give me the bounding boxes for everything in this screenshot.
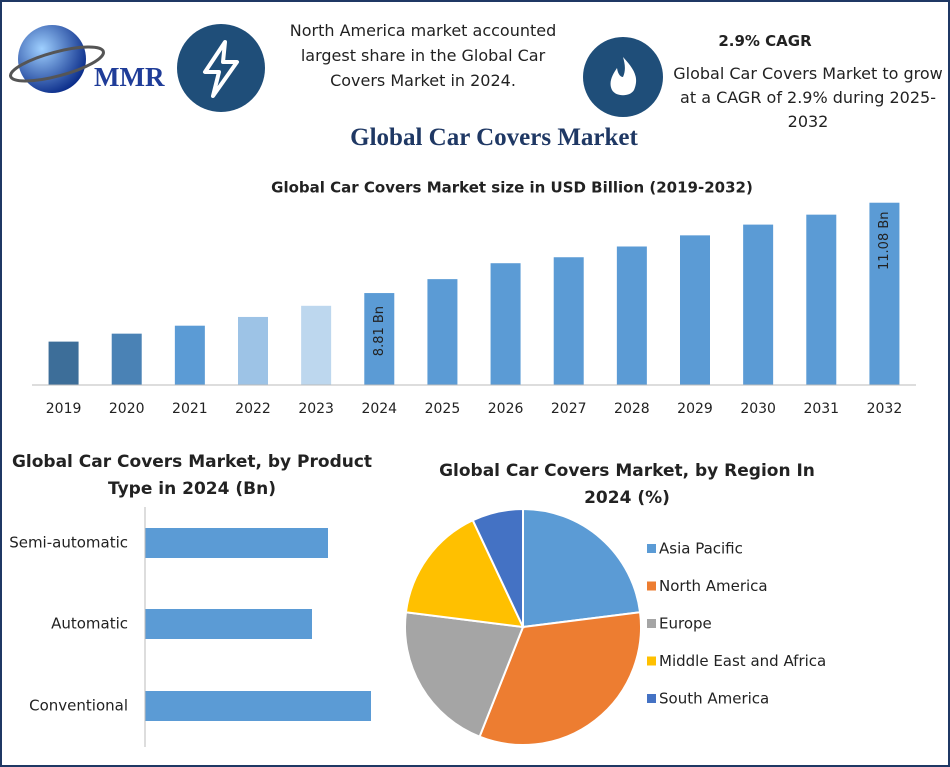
legend-swatch xyxy=(647,619,656,628)
bar xyxy=(48,341,79,385)
y-tick-label: Conventional xyxy=(29,697,128,715)
x-tick-label: 2027 xyxy=(551,401,587,417)
legend-label: Asia Pacific xyxy=(659,540,743,558)
legend-swatch xyxy=(647,656,656,666)
x-tick-label: 2026 xyxy=(488,401,524,417)
x-tick-label: 2028 xyxy=(614,401,650,417)
bar xyxy=(238,316,268,385)
value-label: 11.08 Bn xyxy=(877,211,892,270)
y-tick-label: Semi-automatic xyxy=(9,534,128,552)
x-tick-label: 2023 xyxy=(298,401,334,417)
bar xyxy=(869,202,900,385)
bar xyxy=(553,257,584,385)
legend-swatch xyxy=(647,581,656,591)
pie-slice xyxy=(478,611,642,746)
legend-label: South America xyxy=(659,690,769,708)
icon-circle xyxy=(177,24,265,112)
x-tick-label: 2030 xyxy=(740,401,776,417)
bar xyxy=(364,293,395,385)
pie-slice xyxy=(471,507,524,628)
bar xyxy=(616,246,647,385)
legend-label: Middle East and Africa xyxy=(659,652,826,670)
legend-label: North America xyxy=(659,577,768,595)
note: North America market accounted largest s… xyxy=(289,21,557,90)
cagr-text: Global Car Covers Market to grow at a CA… xyxy=(673,64,943,131)
x-tick-label: 2020 xyxy=(109,401,145,417)
x-tick-label: 2025 xyxy=(425,401,461,417)
pie-slice xyxy=(404,518,525,629)
value-label: 8.81 Bn xyxy=(372,306,387,356)
flame-icon xyxy=(610,57,637,96)
bar xyxy=(806,214,837,385)
chart-title: Global Car Covers Market, by Product Typ… xyxy=(11,452,373,499)
bar xyxy=(743,224,774,385)
bar xyxy=(427,279,458,385)
logo-globe xyxy=(18,25,86,93)
logo-text: MMR xyxy=(94,62,165,92)
chart-title: Global Car Covers Market, by Region In 2… xyxy=(439,461,815,508)
x-tick-label: 2032 xyxy=(867,401,903,417)
bar xyxy=(145,528,328,558)
pie-slice xyxy=(522,507,642,629)
bar xyxy=(301,305,332,385)
y-tick-label: Automatic xyxy=(51,615,128,633)
logo-ring xyxy=(9,45,105,83)
x-tick-label: 2024 xyxy=(361,401,397,417)
legend-label: Europe xyxy=(659,615,712,633)
pie-slice xyxy=(404,611,525,739)
bar xyxy=(680,235,710,385)
bar xyxy=(174,325,205,385)
bar xyxy=(111,333,142,385)
bar xyxy=(490,263,521,385)
cagr-title: 2.9% CAGR xyxy=(718,32,812,50)
main-title: Global Car Covers Market xyxy=(350,124,638,151)
bar xyxy=(145,609,312,639)
x-tick-label: 2022 xyxy=(235,401,271,417)
legend-swatch xyxy=(647,544,656,553)
lightning-icon xyxy=(203,40,239,98)
bar xyxy=(145,691,371,721)
legend-swatch xyxy=(647,694,656,703)
x-tick-label: 2021 xyxy=(172,401,208,417)
x-tick-label: 2031 xyxy=(803,401,839,417)
x-tick-label: 2019 xyxy=(46,401,82,417)
chart-title: Global Car Covers Market size in USD Bil… xyxy=(271,179,753,197)
x-tick-label: 2029 xyxy=(677,401,713,417)
